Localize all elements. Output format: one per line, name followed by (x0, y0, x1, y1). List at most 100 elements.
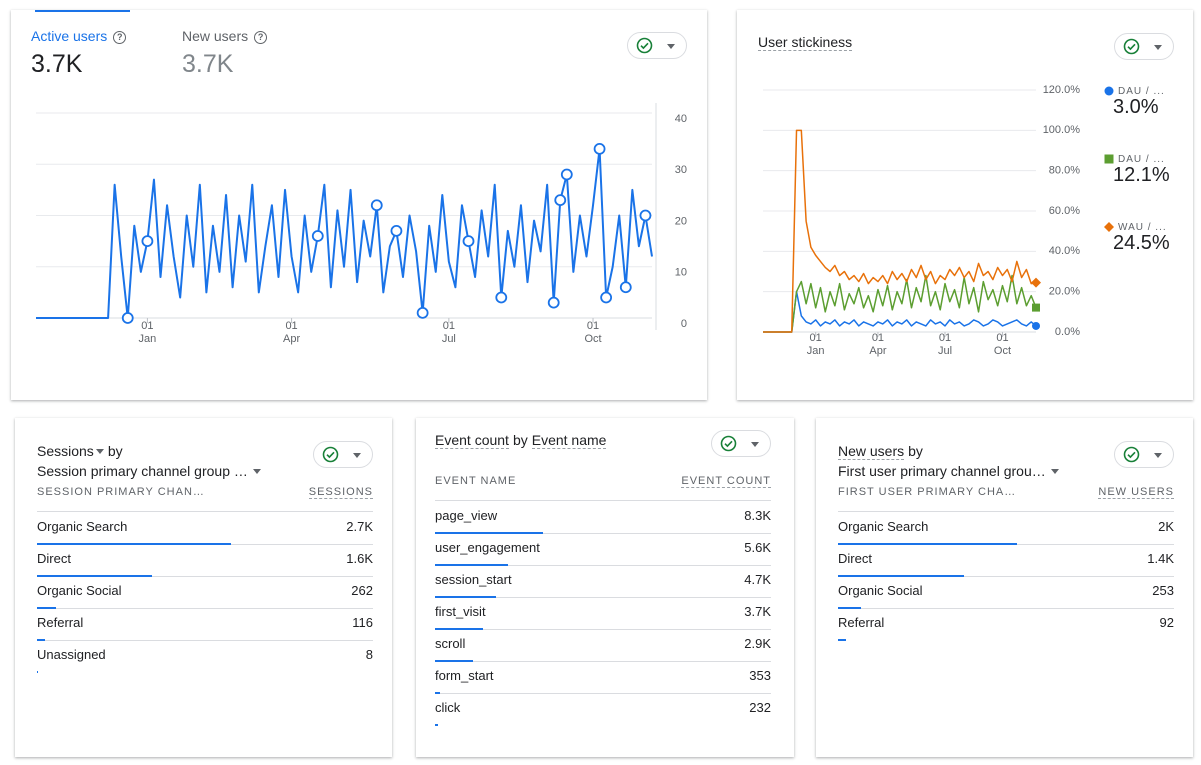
value-bar (435, 692, 440, 694)
tab-value: 3.7K (31, 50, 83, 78)
legend-value: 24.5% (1113, 232, 1170, 254)
tab-indicator (35, 10, 130, 12)
value-bar (838, 639, 847, 641)
compare-button[interactable] (1114, 441, 1174, 468)
legend-icon (1104, 86, 1114, 96)
value-bar (37, 575, 152, 577)
compare-button[interactable] (627, 32, 687, 59)
value-bar (435, 628, 484, 630)
column-header: EVENT NAME (435, 475, 517, 487)
title-by[interactable]: by (908, 443, 923, 459)
tab[interactable]: Active users? (31, 28, 127, 44)
row-label: scroll (435, 636, 466, 651)
value-bar (435, 660, 473, 662)
x-tick-label: 01 Jul (937, 332, 953, 357)
row-label: first_visit (435, 604, 486, 619)
x-tick-label: 01 Jan (138, 320, 157, 345)
row-value: 116 (352, 615, 373, 630)
row-line (838, 576, 1174, 577)
row-label: Organic Search (37, 519, 128, 534)
check-icon (1123, 446, 1140, 463)
row-value: 5.6K (744, 540, 771, 555)
row-line (37, 608, 373, 609)
dimension-selector[interactable]: Event name (531, 432, 607, 449)
tab[interactable]: New users? (182, 28, 268, 44)
row-label: Unassigned (37, 647, 106, 662)
compare-button[interactable] (313, 441, 373, 468)
row-value: 232 (749, 700, 771, 715)
check-icon (1123, 38, 1140, 55)
table-card: Sessions by Session primary channel group … (15, 418, 392, 757)
row-label: click (435, 700, 461, 715)
row-label: user_engagement (435, 540, 540, 555)
title-by[interactable]: by (107, 443, 123, 459)
legend-swatch (1104, 86, 1114, 96)
row-label: Organic Social (838, 583, 923, 598)
value-bar (435, 724, 439, 726)
row-value: 8 (365, 647, 373, 662)
row-value: 1.4K (1147, 551, 1174, 566)
row-line (37, 576, 373, 577)
value-bar (37, 671, 38, 673)
value-bar (838, 543, 1018, 545)
row-line (838, 608, 1174, 609)
row-line (435, 661, 771, 662)
row-label: session_start (435, 572, 512, 587)
table-title: Session primary channel group … (37, 461, 261, 481)
metric-selector[interactable]: New users (838, 443, 905, 460)
compare-button[interactable] (711, 430, 771, 457)
header-line (37, 511, 373, 512)
row-line (435, 597, 771, 598)
legend-swatch (1104, 154, 1114, 164)
x-tick-label: 01 Oct (993, 332, 1012, 357)
legend-item: DAU / ... (1104, 150, 1165, 168)
row-line (435, 533, 771, 534)
legend-icon (1104, 154, 1114, 164)
tab-label: Active users (31, 28, 108, 44)
compare-button[interactable] (1114, 33, 1174, 60)
dropdown-arrow (1050, 469, 1059, 474)
table-card: New users by First user primary channel gr… (816, 418, 1193, 757)
table-title: Sessions by (37, 441, 123, 461)
column-header: NEW USERS (1098, 486, 1174, 499)
legend-label: DAU / ... (1118, 154, 1165, 165)
metric-selector[interactable]: Event count (435, 432, 509, 449)
value-bar (37, 607, 56, 609)
dimension-selector[interactable]: Session primary channel group … (37, 463, 248, 479)
legend-item: WAU / ... (1104, 218, 1167, 236)
value-bar (838, 607, 861, 609)
title-by[interactable]: by (512, 432, 528, 448)
table-title: First user primary channel grou… (838, 461, 1059, 481)
metric-selector[interactable]: Sessions (37, 443, 94, 459)
row-label: Direct (838, 551, 872, 566)
value-bar (37, 639, 46, 641)
row-label: form_start (435, 668, 494, 683)
x-tick-label: 01 Oct (584, 320, 602, 345)
legend-label: WAU / ... (1118, 222, 1167, 233)
value-bar (37, 543, 231, 545)
help-icon[interactable]: ? (113, 31, 127, 44)
dimension-selector[interactable]: First user primary channel grou… (838, 463, 1046, 479)
row-value: 3.7K (744, 604, 771, 619)
row-line (37, 640, 373, 641)
x-tick-label: 01 Jan (806, 332, 825, 357)
help-icon[interactable]: ? (254, 31, 268, 44)
value-bar (435, 532, 544, 534)
legend-label: DAU / ... (1118, 86, 1165, 97)
row-value: 253 (1152, 583, 1174, 598)
x-tick-label: 01 Apr (869, 332, 887, 357)
row-label: Direct (37, 551, 71, 566)
check-icon (720, 435, 737, 452)
legend-icon (1104, 222, 1114, 232)
row-label: Organic Search (838, 519, 929, 534)
table-title: Event count by Event name (435, 430, 607, 450)
row-value: 2.7K (346, 519, 373, 534)
legend-item: DAU / ... (1104, 82, 1165, 100)
column-header: SESSION PRIMARY CHAN… (37, 486, 205, 498)
legend-swatch (1104, 222, 1114, 232)
row-value: 262 (351, 583, 373, 598)
table-card: Event count by Event name EVENT NAME EVENT C… (416, 418, 794, 757)
row-value: 353 (749, 668, 771, 683)
dropdown-arrow (252, 469, 261, 474)
